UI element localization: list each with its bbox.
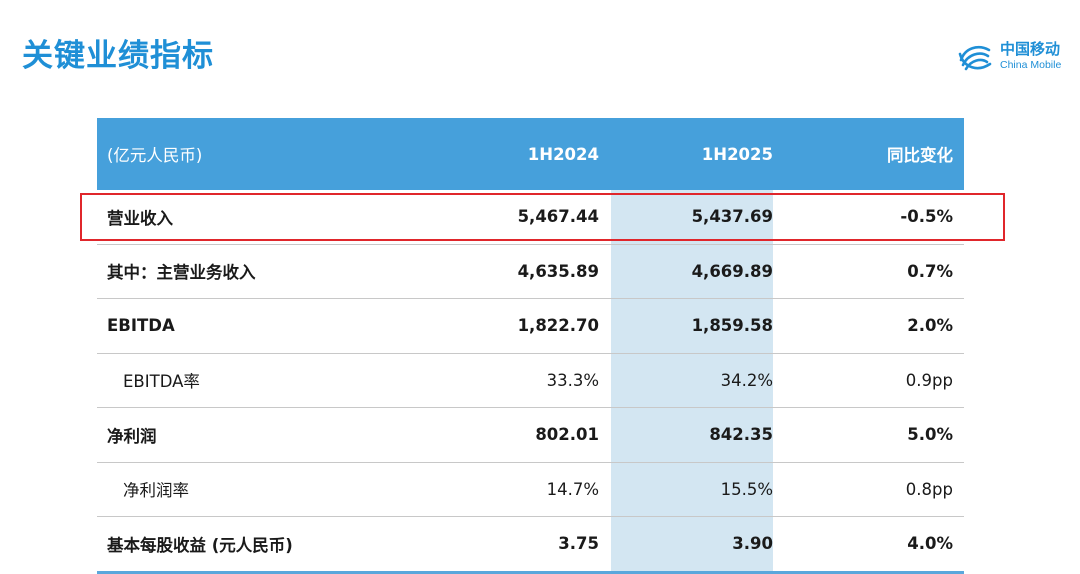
row-value-1h2025: 5,437.69 [611,190,773,244]
header-yoy-change: 同比变化 [887,146,953,165]
kpi-table: (亿元人民币) 1H2024 1H2025 同比变化 营业收入 5,467.44… [97,118,964,574]
row-value-yoy: 0.9pp [905,370,953,390]
header-1h2025: 1H2025 [701,144,773,164]
row-value-1h2024: 5,467.44 [517,207,599,227]
row-label: 营业收入 [107,208,173,228]
china-mobile-logo-icon [958,46,992,71]
row-label: EBITDA [107,316,175,336]
row-value-1h2025: 1,859.58 [611,299,773,353]
row-label: 其中：主营业务收入 [107,263,256,283]
logo-name-en: China Mobile [1000,59,1062,71]
page-title: 关键业绩指标 [22,38,214,74]
china-mobile-logo: 中国移动 China Mobile [956,38,1074,76]
table-row-ebitda-margin: EBITDA率 33.3% 34.2% 0.9pp [97,353,964,408]
row-value-1h2024: 802.01 [535,425,599,445]
row-value-yoy: 4.0% [907,534,953,554]
logo-name-cn: 中国移动 [1000,40,1061,58]
row-value-1h2024: 14.7% [546,479,599,499]
row-value-1h2025: 4,669.89 [611,244,773,298]
header-unit-label: (亿元人民币) [107,146,203,165]
table-row-net-profit: 净利润 802.01 842.35 5.0% [97,408,964,463]
table-row-main-revenue: 其中：主营业务收入 4,635.89 4,669.89 0.7% [97,244,964,299]
row-label: 净利润率 [123,481,189,501]
table-row-net-margin: 净利润率 14.7% 15.5% 0.8pp [97,462,964,517]
table-row-revenue: 营业收入 5,467.44 5,437.69 -0.5% [97,190,964,245]
row-value-yoy: 0.7% [907,261,953,281]
row-value-1h2025: 3.90 [611,517,773,571]
table-header: (亿元人民币) 1H2024 1H2025 同比变化 [97,118,964,190]
table-row-eps: 基本每股收益 (元人民币) 3.75 3.90 4.0% [97,517,964,574]
row-label: 基本每股收益 (元人民币) [107,535,293,555]
row-value-1h2024: 4,635.89 [517,261,599,281]
row-value-1h2025: 34.2% [611,353,773,407]
row-value-1h2025: 15.5% [611,462,773,516]
row-value-yoy: 2.0% [907,316,953,336]
row-value-1h2024: 3.75 [558,534,599,554]
row-value-1h2024: 33.3% [546,370,599,390]
row-label: EBITDA率 [123,372,200,392]
row-value-1h2025: 842.35 [611,408,773,462]
header-1h2024: 1H2024 [527,144,599,164]
row-value-1h2024: 1,822.70 [517,316,599,336]
table-row-ebitda: EBITDA 1,822.70 1,859.58 2.0% [97,299,964,354]
row-label: 净利润 [107,426,157,446]
row-value-yoy: -0.5% [900,207,953,227]
row-value-yoy: 0.8pp [905,479,953,499]
row-value-yoy: 5.0% [907,425,953,445]
